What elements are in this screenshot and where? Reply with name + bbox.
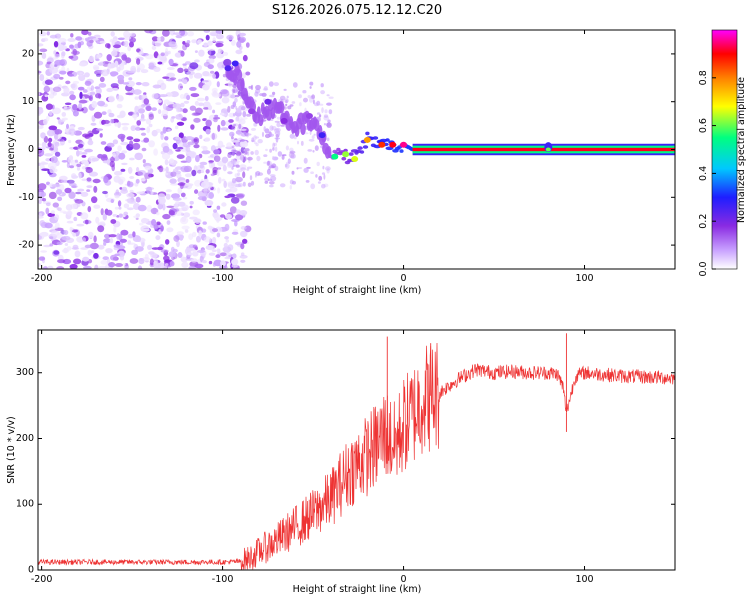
track-blob bbox=[231, 60, 239, 67]
colorbar-tick-label: 0.4 bbox=[698, 166, 709, 181]
spec-y-tick-label: 10 bbox=[22, 96, 34, 107]
snr-y-ticks: 0 100 200 300 bbox=[16, 367, 675, 576]
snr-content bbox=[38, 333, 675, 570]
spectrogram-content bbox=[38, 30, 675, 269]
spectrogram-noise-speckle bbox=[38, 30, 334, 269]
track-blob bbox=[248, 108, 256, 115]
carrier-band-core bbox=[412, 147, 675, 152]
spec-y-tick-label: 0 bbox=[28, 144, 34, 155]
track-blob bbox=[342, 151, 350, 158]
snr-x-tick-label: 100 bbox=[575, 574, 593, 585]
track-blob bbox=[378, 141, 386, 148]
snr-y-tick-label: 0 bbox=[28, 565, 34, 576]
colorbar-label: Normalized spectral amplitude bbox=[736, 77, 747, 223]
track-blob bbox=[280, 117, 288, 124]
spec-x-tick-label: 100 bbox=[575, 273, 593, 284]
track-blob bbox=[351, 156, 359, 163]
spec-y-tick-label: 20 bbox=[22, 48, 34, 59]
spectrogram-y-label: Frequency (Hz) bbox=[6, 114, 17, 186]
spectrogram-carrier-track bbox=[224, 60, 675, 165]
spec-x-tick-label: 0 bbox=[401, 273, 407, 284]
spec-y-tick-label: -20 bbox=[18, 240, 34, 251]
colorbar-gradient bbox=[711, 29, 738, 270]
track-blob bbox=[305, 113, 313, 120]
colorbar: 0.0 0.2 0.4 0.6 0.8 Normalized spectral ampl… bbox=[698, 29, 747, 277]
snr-x-ticks: -200 -100 0 100 bbox=[31, 330, 594, 585]
colorbar-ticks: 0.0 0.2 0.4 0.6 0.8 bbox=[698, 70, 716, 277]
snr-frame bbox=[37, 329, 676, 571]
track-blob bbox=[224, 65, 232, 72]
snr-series-line bbox=[38, 342, 675, 570]
spec-x-tick-label: -100 bbox=[212, 273, 234, 284]
snr-x-tick-label: 0 bbox=[401, 574, 407, 585]
snr-y-tick-label: 300 bbox=[16, 367, 34, 378]
snr-y-tick-label: 200 bbox=[16, 433, 34, 444]
track-blob bbox=[331, 153, 339, 160]
track-blob bbox=[264, 98, 272, 105]
track-blob bbox=[318, 132, 326, 139]
spectrogram-x-label: Height of straight line (km) bbox=[293, 285, 422, 296]
carrier-feature-core bbox=[545, 147, 551, 152]
spec-y-tick-label: -10 bbox=[18, 192, 34, 203]
spec-x-tick-label: -200 bbox=[31, 273, 53, 284]
snr-y-tick-label: 100 bbox=[16, 499, 34, 510]
snr-x-tick-label: -100 bbox=[212, 574, 234, 585]
colorbar-tick-label: 0.8 bbox=[698, 70, 709, 85]
track-blob bbox=[363, 136, 371, 143]
track-blob bbox=[400, 141, 408, 148]
track-blob bbox=[389, 141, 397, 148]
spectrogram-y-ticks: -20 -10 0 10 20 bbox=[18, 48, 675, 251]
snr-x-label: Height of straight line (km) bbox=[293, 584, 422, 595]
snr-panel: -200 -100 0 100 0 100 200 300 Height of straig… bbox=[6, 329, 676, 595]
snr-y-label: SNR (10 * v/v) bbox=[6, 416, 17, 484]
spectrogram-x-ticks: -200 -100 0 100 bbox=[31, 30, 594, 284]
figure-title: S126.2026.075.12.12.C20 bbox=[272, 3, 442, 18]
colorbar-tick-label: 0.0 bbox=[698, 261, 709, 276]
colorbar-tick-label: 0.2 bbox=[698, 214, 709, 229]
colorbar-tick-label: 0.6 bbox=[698, 118, 709, 133]
snr-x-tick-label: -200 bbox=[31, 574, 53, 585]
